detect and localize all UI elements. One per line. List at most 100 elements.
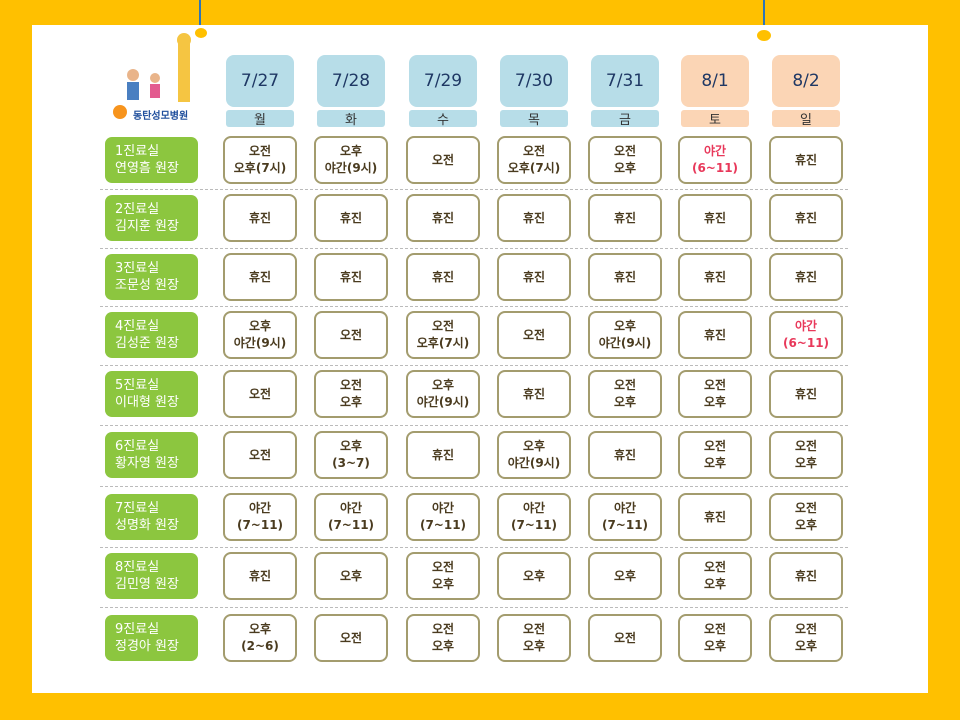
cell-line: 야간(9시) (416, 395, 470, 409)
cell-line: 오후 (339, 144, 363, 158)
cell-line: 오후 (522, 439, 546, 453)
row-separator (100, 306, 848, 307)
cell-line: 오전 (339, 327, 363, 342)
schedule-cell: 오후 (497, 552, 571, 600)
schedule-cell: 야간 (6~11) (678, 136, 752, 184)
room: 6진료실 (115, 439, 160, 454)
schedule-cell: 오전 오후 (678, 614, 752, 662)
schedule-cell: 휴진 (497, 370, 571, 418)
cell-line: 휴진 (703, 210, 727, 225)
cell-line: 오후 (613, 395, 637, 409)
doctor-name: 황자영 원장 (115, 456, 179, 471)
date-header: 7/30 (500, 55, 568, 107)
date-header: 7/27 (226, 55, 294, 107)
schedule-cell: 오전 (223, 370, 297, 418)
schedule-cell: 야간 (7~11) (223, 493, 297, 541)
cell-line: 휴진 (794, 152, 818, 167)
cell-line: 야간 (703, 144, 727, 158)
cell-line: 오후 (431, 577, 455, 591)
cell-line: 오전 (794, 501, 818, 515)
cell-line: 오후(7시) (507, 161, 561, 175)
row-separator (100, 247, 848, 249)
schedule-cell: 휴진 (769, 136, 843, 184)
schedule-cell: 오전 (406, 136, 480, 184)
cell-line: 오후 (339, 395, 363, 409)
doctor-name: 김지훈 원장 (115, 219, 179, 234)
schedule-cell: 휴진 (314, 253, 388, 301)
cell-line: (6~11) (691, 161, 739, 175)
cell-line: 야간(9시) (233, 336, 287, 350)
cell-line: 오후 (522, 568, 546, 583)
schedule-cell: 오전 오후 (769, 614, 843, 662)
date-header: 8/2 (772, 55, 840, 107)
schedule-cell: 휴진 (223, 552, 297, 600)
cell-line: 휴진 (431, 269, 455, 284)
room: 3진료실 (115, 261, 160, 276)
weekday-label: 금 (591, 110, 659, 128)
cell-line: 오전 (703, 378, 727, 392)
cell-line: 오전 (522, 144, 546, 158)
room: 9진료실 (115, 622, 160, 637)
weekday-label: 화 (317, 110, 385, 128)
weekday-label: 월 (226, 110, 294, 128)
date-header: 7/29 (409, 55, 477, 107)
cell-line: 오전 (794, 439, 818, 453)
cell-line: 휴진 (522, 210, 546, 225)
cell-line: 휴진 (794, 210, 818, 225)
schedule-cell: 휴진 (406, 253, 480, 301)
cell-line: 오후 (339, 439, 363, 453)
cell-line: 휴진 (248, 568, 272, 583)
cell-line: 휴진 (248, 210, 272, 225)
cell-line: 오후 (248, 319, 272, 333)
schedule-cell: 휴진 (678, 194, 752, 242)
schedule-cell: 휴진 (406, 431, 480, 479)
doctor-name: 김성준 원장 (115, 336, 179, 351)
cell-line: 오전 (339, 378, 363, 392)
row-separator (100, 424, 848, 426)
doctor-name: 조문성 원장 (115, 278, 179, 293)
cell-line: (7~11) (601, 518, 649, 532)
row-separator (100, 364, 848, 366)
schedule-cell: 야간 (7~11) (588, 493, 662, 541)
schedule-cell: 야간 (7~11) (497, 493, 571, 541)
cell-line: (7~11) (510, 518, 558, 532)
schedule-cell: 야간 (6~11) (769, 311, 843, 359)
cell-line: 휴진 (339, 210, 363, 225)
cell-line: 휴진 (613, 269, 637, 284)
schedule-cell: 휴진 (678, 311, 752, 359)
cell-line: 오전 (431, 319, 455, 333)
schedule-cell: 오전 (314, 311, 388, 359)
cell-line: 휴진 (703, 509, 727, 524)
cell-line: 오전 (431, 560, 455, 574)
cell-line: 휴진 (794, 386, 818, 401)
logo-art (113, 33, 191, 119)
room: 1진료실 (115, 144, 160, 159)
schedule-cell: 오전 오후 (588, 370, 662, 418)
hospital-name: 동탄성모병원 (133, 111, 189, 122)
cell-line: 오전 (339, 630, 363, 645)
row-separator (100, 607, 848, 608)
date-header: 8/1 (681, 55, 749, 107)
row-separator (100, 486, 848, 487)
cell-line: (7~11) (327, 518, 375, 532)
cell-line: 오전 (703, 560, 727, 574)
schedule-cell: 휴진 (588, 253, 662, 301)
schedule-cell: 오전 (314, 614, 388, 662)
cell-line: 야간 (248, 501, 272, 515)
cell-line: 오후 (703, 395, 727, 409)
cell-line: 야간 (794, 319, 818, 333)
schedule-cell: 오전 오후 (497, 614, 571, 662)
cell-line: 오전 (703, 622, 727, 636)
weekday-label: 수 (409, 110, 477, 128)
doctor-label: 5진료실 이대형 원장 (105, 371, 198, 417)
schedule-cell: 휴진 (769, 552, 843, 600)
doctor-label: 9진료실 정경아 원장 (105, 615, 198, 661)
schedule-cell: 오후 야간(9시) (314, 136, 388, 184)
cell-line: 오전 (431, 622, 455, 636)
cell-line: 오후 (794, 639, 818, 653)
cell-line: 오후 (703, 577, 727, 591)
